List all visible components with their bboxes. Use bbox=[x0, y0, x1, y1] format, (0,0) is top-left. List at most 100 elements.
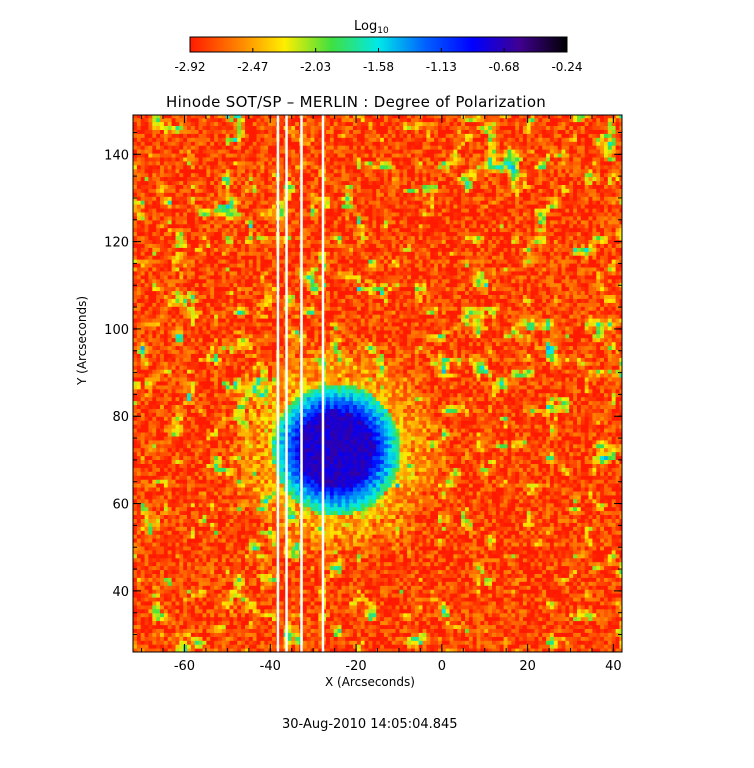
heatmap-cell bbox=[256, 616, 261, 622]
heatmap-cell bbox=[368, 557, 373, 563]
heatmap-cell bbox=[322, 545, 327, 551]
heatmap-cell bbox=[480, 597, 485, 602]
heatmap-cell bbox=[187, 549, 192, 555]
heatmap-cell bbox=[264, 612, 269, 618]
heatmap-cell bbox=[472, 577, 478, 582]
heatmap-cell bbox=[600, 640, 605, 645]
heatmap-cell bbox=[136, 498, 142, 504]
heatmap-cell bbox=[353, 597, 358, 602]
heatmap-cell bbox=[580, 518, 586, 523]
heatmap-cell bbox=[422, 608, 427, 614]
heatmap-cell bbox=[190, 494, 196, 500]
heatmap-cell bbox=[152, 628, 157, 633]
heatmap-cell bbox=[414, 553, 420, 559]
heatmap-cell bbox=[214, 624, 219, 629]
heatmap-cell bbox=[557, 644, 563, 649]
heatmap-cell bbox=[492, 593, 497, 598]
heatmap-cell bbox=[248, 569, 254, 574]
heatmap-cell bbox=[457, 632, 462, 637]
heatmap-cell bbox=[163, 628, 169, 633]
heatmap-cell bbox=[584, 632, 590, 637]
heatmap-cell bbox=[422, 632, 427, 637]
heatmap-cell bbox=[383, 510, 389, 515]
heatmap-cell bbox=[333, 593, 339, 598]
heatmap-cell bbox=[465, 577, 470, 582]
heatmap-cell bbox=[611, 538, 617, 543]
heatmap-cell bbox=[360, 506, 366, 512]
heatmap-cell bbox=[615, 553, 621, 559]
heatmap-cell bbox=[546, 534, 551, 539]
heatmap-cell bbox=[457, 565, 462, 571]
heatmap-cell bbox=[179, 565, 184, 571]
heatmap-cell bbox=[465, 557, 470, 563]
heatmap-cell bbox=[360, 589, 366, 594]
heatmap-cell bbox=[430, 569, 435, 574]
heatmap-cell bbox=[553, 577, 559, 582]
heatmap-cell bbox=[387, 518, 393, 523]
heatmap-cell bbox=[302, 510, 308, 515]
heatmap-cell bbox=[206, 542, 211, 547]
heatmap-cell bbox=[499, 616, 505, 622]
heatmap-cell bbox=[140, 640, 146, 645]
heatmap-cell bbox=[229, 648, 234, 652]
heatmap-cell bbox=[360, 557, 366, 563]
heatmap-cell bbox=[557, 620, 563, 626]
heatmap-cell bbox=[295, 612, 300, 618]
heatmap-cell bbox=[453, 648, 458, 652]
heatmap-cell bbox=[291, 538, 296, 543]
heatmap-cell bbox=[326, 502, 331, 508]
heatmap-cell bbox=[206, 538, 211, 543]
heatmap-cell bbox=[349, 608, 354, 614]
heatmap-cell bbox=[484, 593, 489, 598]
heatmap-cell bbox=[217, 628, 223, 633]
heatmap-cell bbox=[611, 616, 617, 622]
heatmap-cell bbox=[387, 534, 393, 539]
heatmap-cell bbox=[171, 534, 177, 539]
heatmap-cell bbox=[306, 534, 312, 539]
heatmap-cell bbox=[395, 561, 400, 567]
heatmap-cell bbox=[484, 545, 489, 551]
heatmap-cell bbox=[302, 518, 308, 523]
heatmap-cell bbox=[534, 510, 539, 515]
heatmap-cell bbox=[430, 581, 435, 586]
heatmap-cell bbox=[260, 526, 265, 531]
heatmap-cell bbox=[318, 648, 323, 652]
heatmap-cell bbox=[407, 628, 412, 633]
heatmap-cell bbox=[434, 553, 439, 559]
heatmap-cell bbox=[237, 557, 242, 563]
heatmap-cell bbox=[252, 510, 258, 515]
heatmap-cell bbox=[306, 608, 312, 614]
heatmap-cell bbox=[600, 632, 605, 637]
heatmap-cell bbox=[395, 589, 400, 594]
heatmap-cell bbox=[190, 608, 196, 614]
heatmap-cell bbox=[577, 498, 582, 504]
heatmap-cell bbox=[422, 644, 427, 649]
heatmap-cell bbox=[522, 510, 528, 515]
heatmap-cell bbox=[248, 644, 254, 649]
heatmap-cell bbox=[368, 502, 373, 508]
heatmap-cell bbox=[534, 518, 539, 523]
heatmap-cell bbox=[136, 620, 142, 626]
heatmap-cell bbox=[542, 498, 547, 504]
heatmap-cell bbox=[372, 553, 377, 559]
heatmap-cell bbox=[152, 561, 157, 567]
heatmap-cell bbox=[183, 510, 188, 515]
heatmap-cell bbox=[356, 585, 362, 590]
heatmap-cell bbox=[445, 534, 451, 539]
heatmap-cell bbox=[187, 565, 192, 571]
heatmap-cell bbox=[187, 518, 192, 523]
heatmap-cell bbox=[337, 585, 343, 590]
heatmap-cell bbox=[314, 569, 319, 574]
heatmap-cell bbox=[233, 597, 238, 602]
heatmap-cell bbox=[604, 644, 609, 649]
heatmap-cell bbox=[233, 549, 238, 555]
heatmap-cell bbox=[600, 569, 605, 574]
heatmap-cell bbox=[156, 538, 161, 543]
heatmap-cell bbox=[368, 549, 373, 555]
heatmap-cell bbox=[187, 502, 192, 508]
heatmap-cell bbox=[372, 593, 377, 598]
heatmap-cell bbox=[237, 616, 242, 622]
heatmap-cell bbox=[148, 542, 153, 547]
heatmap-cell bbox=[604, 593, 609, 598]
heatmap-cell bbox=[492, 628, 497, 633]
